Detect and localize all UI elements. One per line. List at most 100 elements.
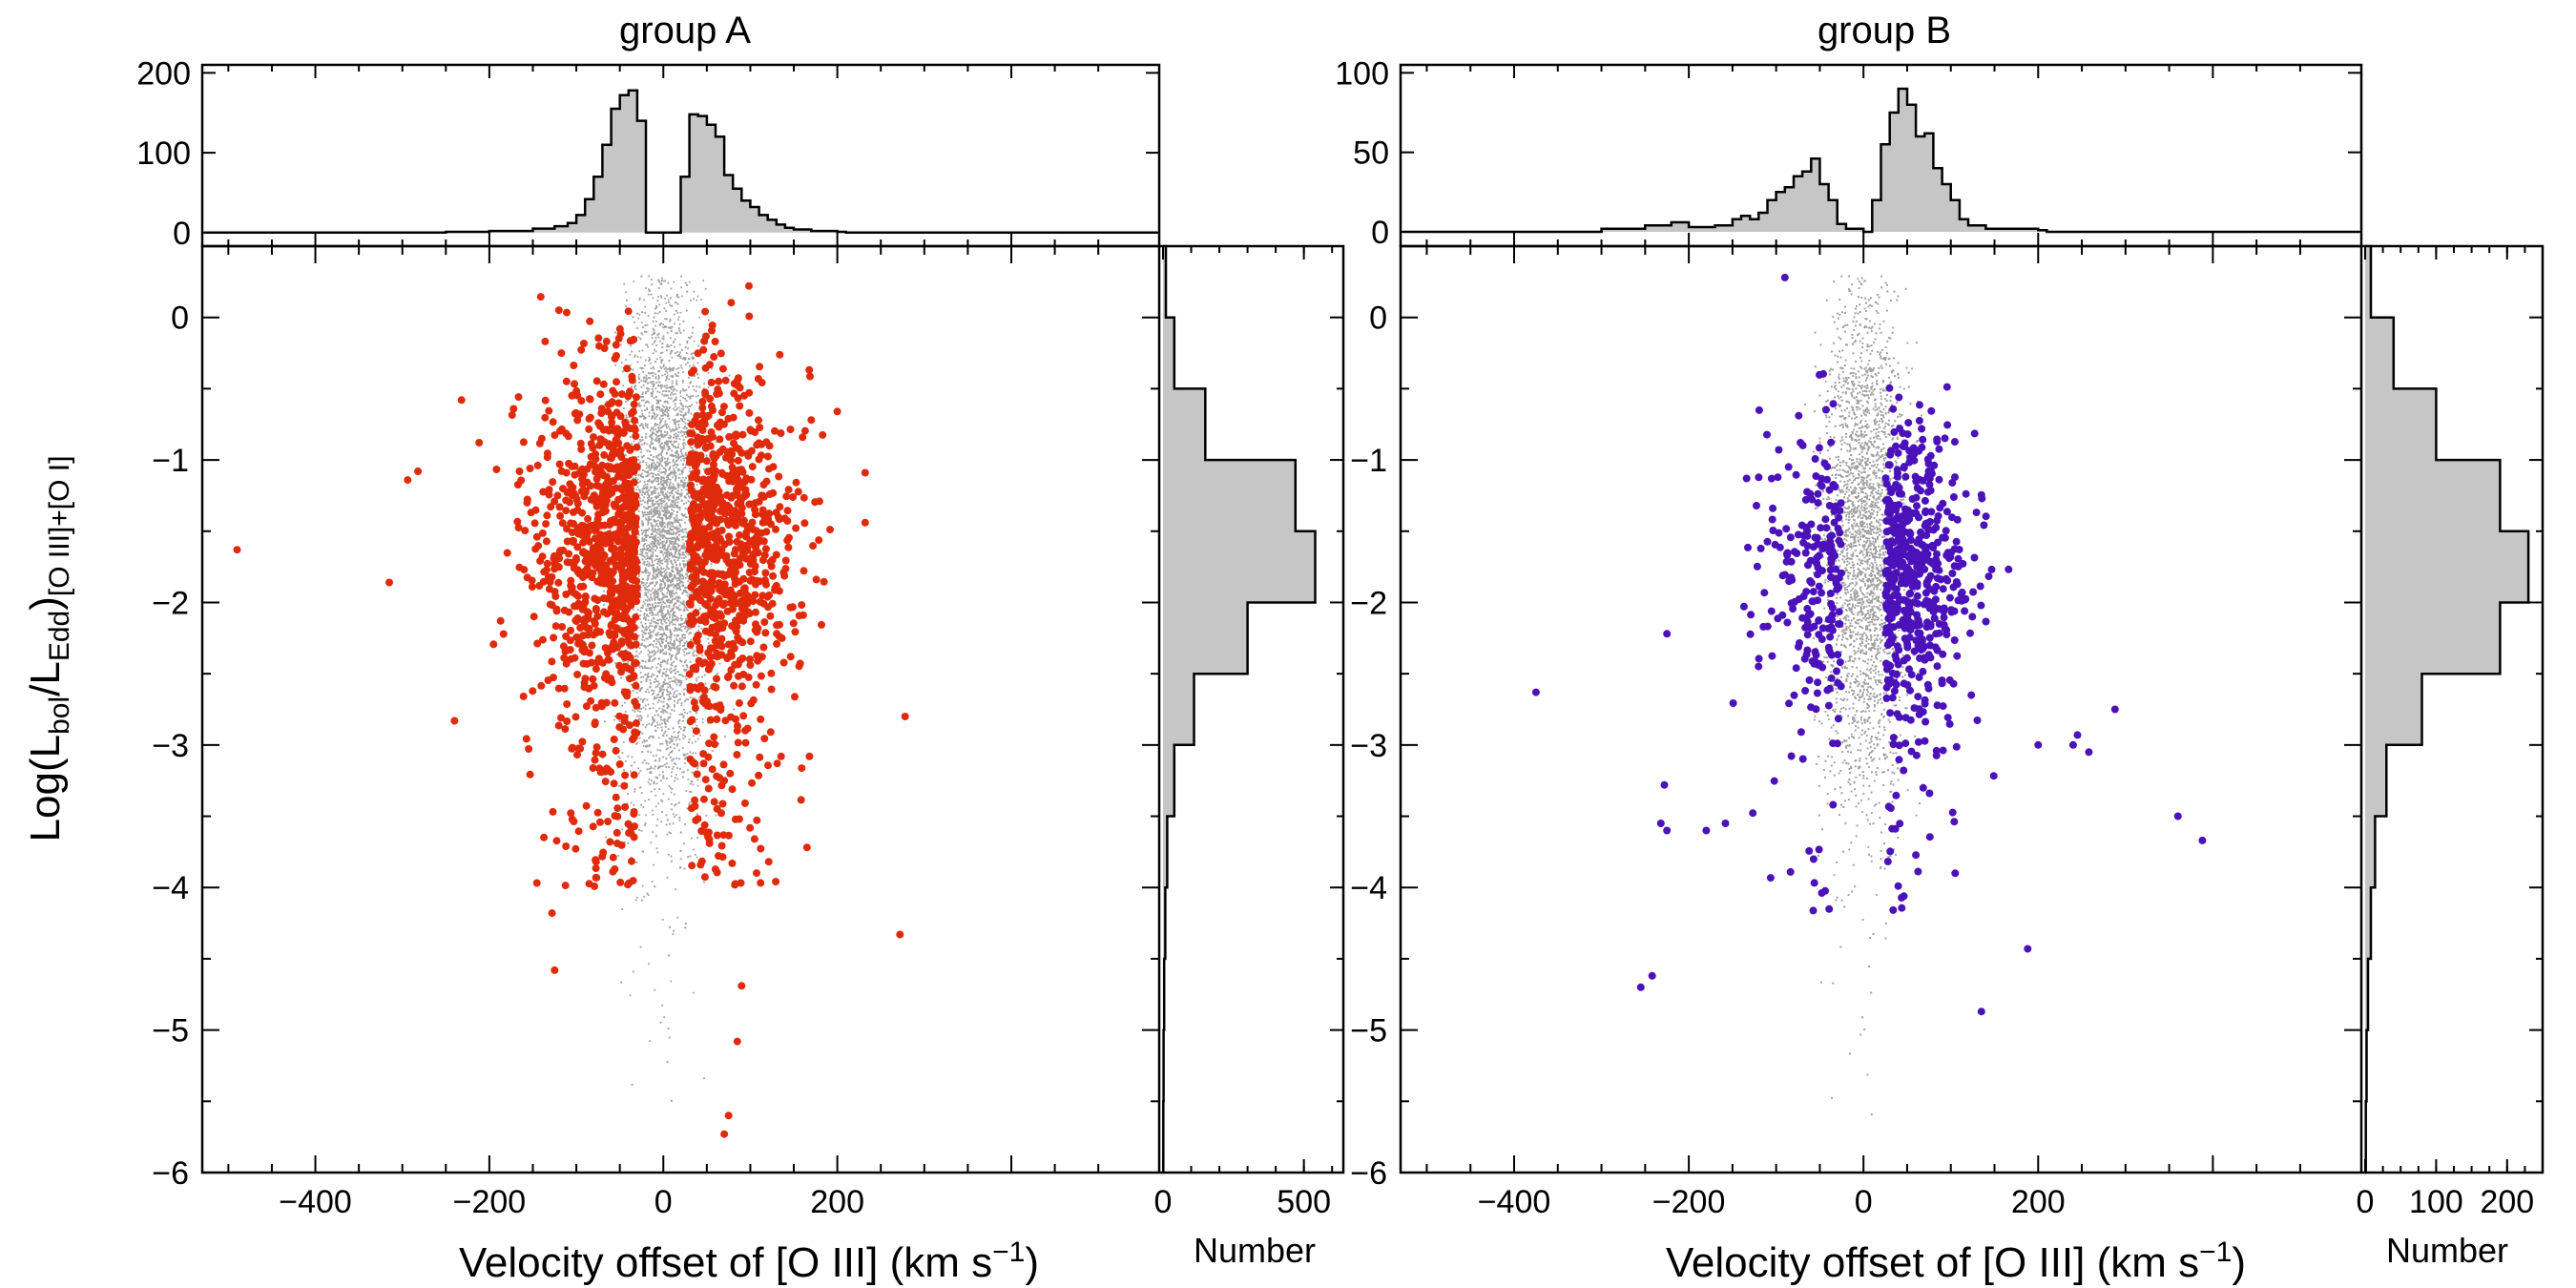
background-point [658,611,661,613]
background-point [639,405,642,407]
background-point [644,667,646,669]
background-point [642,706,645,709]
background-point [637,376,640,379]
background-point [670,351,673,354]
background-point [654,513,656,516]
background-point [679,414,682,416]
background-point [638,664,640,667]
background-point [672,555,674,558]
background-point [661,642,664,644]
background-point [665,646,667,649]
background-point [674,424,676,426]
background-point [688,738,691,740]
background-point [672,933,675,935]
background-point [680,491,683,494]
background-point [671,428,674,430]
background-point [638,708,640,710]
background-point [666,294,668,297]
background-point [635,742,637,745]
background-point [660,277,663,280]
background-point [702,280,704,282]
background-point [649,644,651,646]
background-point [652,702,654,705]
background-point [685,551,688,554]
background-point [646,502,649,505]
background-point [675,577,677,580]
background-point [650,611,653,613]
background-point [646,490,649,492]
background-point [681,468,684,471]
background-point [641,493,643,496]
background-point [683,694,685,696]
background-point [639,618,641,620]
background-point [669,641,672,643]
background-point [681,455,684,457]
background-point [687,411,690,414]
background-point [671,600,674,602]
background-point [670,667,673,670]
background-point [660,452,662,455]
background-point [655,510,658,512]
background-point [669,437,672,440]
background-point [657,426,660,429]
background-point [649,652,652,654]
background-point [684,636,686,639]
background-point [662,712,665,715]
background-point [680,455,682,458]
background-point [654,794,657,797]
background-point [651,381,653,384]
background-point [693,991,695,994]
background-point [646,507,649,509]
background-point [680,713,683,716]
background-point [676,559,679,561]
background-point [679,768,681,770]
background-point [634,790,635,793]
background-point [682,688,685,691]
background-point [679,331,682,334]
background-point [672,525,675,528]
background-point [642,850,644,853]
background-point [672,483,675,486]
background-point [666,694,668,696]
background-point [691,837,693,840]
background-point [655,696,658,699]
background-point [669,370,672,372]
background-point [669,698,672,700]
background-point [649,536,651,539]
background-point [654,537,657,540]
background-point [604,720,606,723]
background-point [648,562,651,565]
background-point [674,538,676,540]
background-point [643,561,646,564]
background-point [648,290,651,292]
background-point [632,316,634,318]
background-point [672,571,675,573]
background-point [630,367,633,370]
background-point [654,581,657,584]
background-point [689,470,692,472]
background-point [665,469,668,472]
background-point [651,337,654,340]
background-point [642,384,645,386]
background-point [675,510,678,513]
background-point [667,546,670,548]
background-point [650,553,653,556]
background-point [696,737,699,740]
background-point [630,344,633,347]
background-point [651,675,653,677]
background-point [653,456,655,458]
background-point [686,617,689,620]
background-point [682,455,685,458]
background-point [660,435,663,438]
background-point [652,490,654,493]
background-point [660,360,663,363]
background-point [675,374,677,377]
background-point [643,418,646,421]
background-point [654,491,656,494]
background-point [671,476,674,479]
background-point [645,377,647,379]
background-point [649,659,652,662]
background-point [666,460,669,463]
background-point [674,345,675,348]
background-point [651,464,653,466]
